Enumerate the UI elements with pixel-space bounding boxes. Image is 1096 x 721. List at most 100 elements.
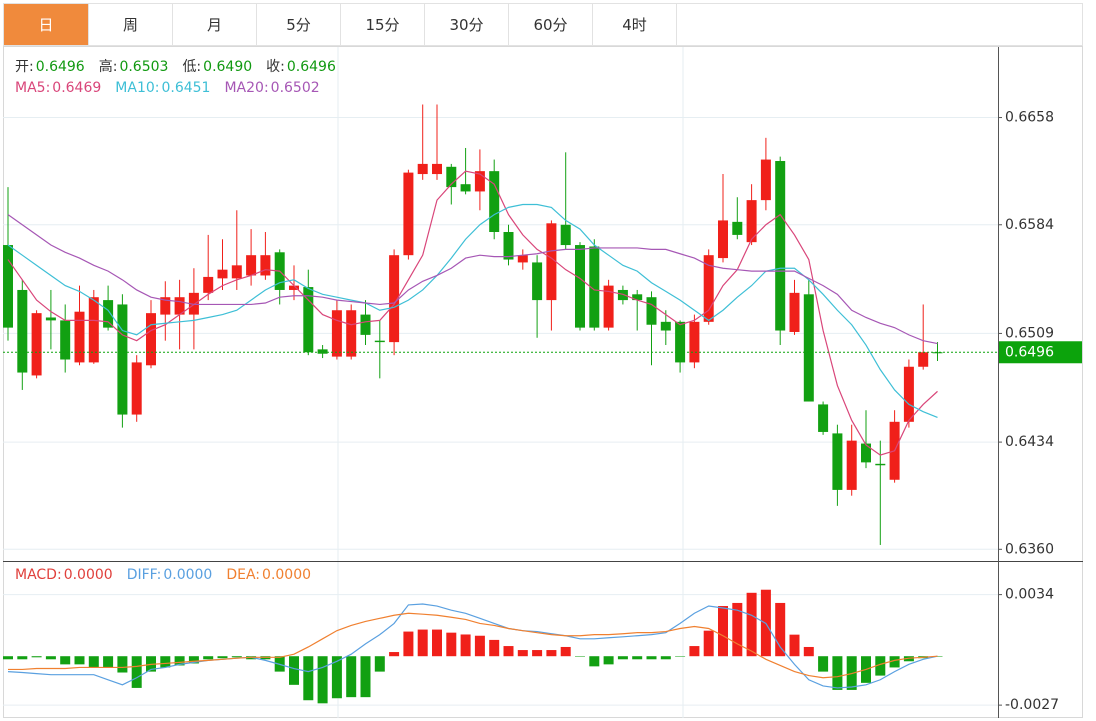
candle-body — [117, 304, 128, 415]
candle-body — [503, 232, 514, 260]
candle-body — [17, 289, 28, 373]
candle-body — [818, 404, 829, 432]
candle-body — [203, 276, 214, 293]
period-tab[interactable]: 5分 — [257, 4, 341, 45]
macd-bar — [474, 635, 485, 657]
line-series — [7, 603, 938, 689]
last-price-label: 0.6496 — [1005, 344, 1054, 360]
macd-bar — [560, 646, 571, 657]
period-tab[interactable]: 4时 — [593, 4, 677, 45]
candle-body — [346, 310, 357, 357]
period-tab[interactable]: 15分 — [341, 4, 425, 45]
candle-body — [546, 223, 557, 301]
legend-value: 0.0000 — [64, 567, 113, 583]
candle-body — [217, 269, 228, 279]
candle-body — [74, 311, 85, 363]
info-value: 0.6496 — [287, 59, 336, 75]
macd-bar — [575, 656, 585, 657]
info-label: 低: — [182, 59, 201, 75]
frame — [3, 46, 1083, 718]
candle-body — [846, 440, 857, 490]
period-tabs: 日周月 5分 15分 30分 60分 4时 — [3, 3, 1083, 46]
candle-body — [389, 255, 400, 343]
candle-body — [31, 313, 42, 376]
macd-bar — [31, 656, 42, 658]
candle-body — [646, 297, 657, 325]
legend-label: DEA: — [226, 567, 260, 583]
macd-bar — [446, 632, 457, 657]
candle-body — [861, 443, 871, 463]
legend-label: MA20: — [224, 80, 268, 96]
macd-bar — [689, 646, 700, 657]
candle-body — [775, 161, 786, 331]
candle-body — [88, 297, 99, 363]
macd-bar — [289, 656, 299, 685]
macd-bar — [117, 656, 128, 673]
line-series — [7, 170, 938, 456]
macd-bar — [203, 656, 214, 660]
macd-bar — [775, 602, 786, 657]
macd-bar — [374, 656, 385, 672]
candle-body — [746, 200, 757, 243]
macd-bar — [317, 656, 328, 704]
candle-body — [374, 340, 385, 343]
legend-value: 0.6469 — [52, 80, 101, 96]
candle-body — [832, 433, 843, 490]
macd-bar — [403, 631, 414, 657]
macd-bar — [732, 602, 743, 657]
candle-body — [231, 265, 242, 279]
macd-bar — [517, 650, 528, 657]
candle-body — [789, 292, 800, 332]
macd-bar — [818, 656, 829, 672]
legend-value: 0.6451 — [161, 80, 210, 96]
info-label: 高: — [99, 58, 118, 75]
candle-body — [532, 262, 543, 301]
candle-body — [260, 255, 271, 276]
candle-body — [131, 362, 142, 415]
macd-bar — [217, 656, 228, 659]
candle-body — [146, 313, 156, 366]
candle-body — [331, 310, 342, 357]
legend-label: DIFF: — [127, 567, 162, 583]
macd-bar — [331, 656, 342, 699]
macd-bar — [589, 656, 600, 667]
candle-body — [703, 255, 714, 322]
macd-bar — [303, 656, 314, 701]
info-row: 开: 0.6496 高: 0.6503 低: 0.6490 收: 0.6496 — [15, 58, 336, 75]
macd-bar — [546, 650, 557, 657]
macd-bar — [346, 656, 357, 698]
candle-body — [403, 172, 414, 256]
candle-body — [617, 289, 628, 301]
macd-bar — [617, 656, 628, 660]
macd-bar — [660, 656, 671, 660]
macd-bar — [417, 629, 428, 657]
candle-body — [875, 463, 886, 466]
candle-body — [45, 317, 56, 321]
period-tab[interactable]: 月 — [173, 4, 257, 45]
macd-bar — [875, 656, 886, 676]
candle-body — [417, 163, 428, 175]
macd-bar — [389, 652, 400, 657]
macd-bar — [489, 639, 500, 657]
macd-bar — [88, 656, 99, 668]
candle-body — [446, 166, 457, 188]
y-tick-label: 0.6360 — [1005, 541, 1054, 557]
period-tab[interactable]: 日 — [4, 4, 89, 45]
candle-body — [803, 294, 814, 402]
y-tick-label: 0.6584 — [1005, 217, 1054, 233]
period-tab[interactable]: 30分 — [425, 4, 509, 45]
macd-bar — [646, 656, 657, 660]
candle-body — [103, 300, 114, 328]
candle-body — [160, 297, 171, 315]
macd-bar — [503, 646, 514, 657]
macd-bar — [803, 646, 814, 657]
macd-bar — [632, 656, 643, 660]
candle-body — [460, 184, 471, 192]
period-tab[interactable]: 60分 — [509, 4, 593, 45]
period-tab[interactable]: 周 — [89, 4, 173, 45]
candle-body — [689, 321, 700, 363]
macd-bar — [532, 650, 543, 657]
macd-bar — [3, 656, 13, 660]
